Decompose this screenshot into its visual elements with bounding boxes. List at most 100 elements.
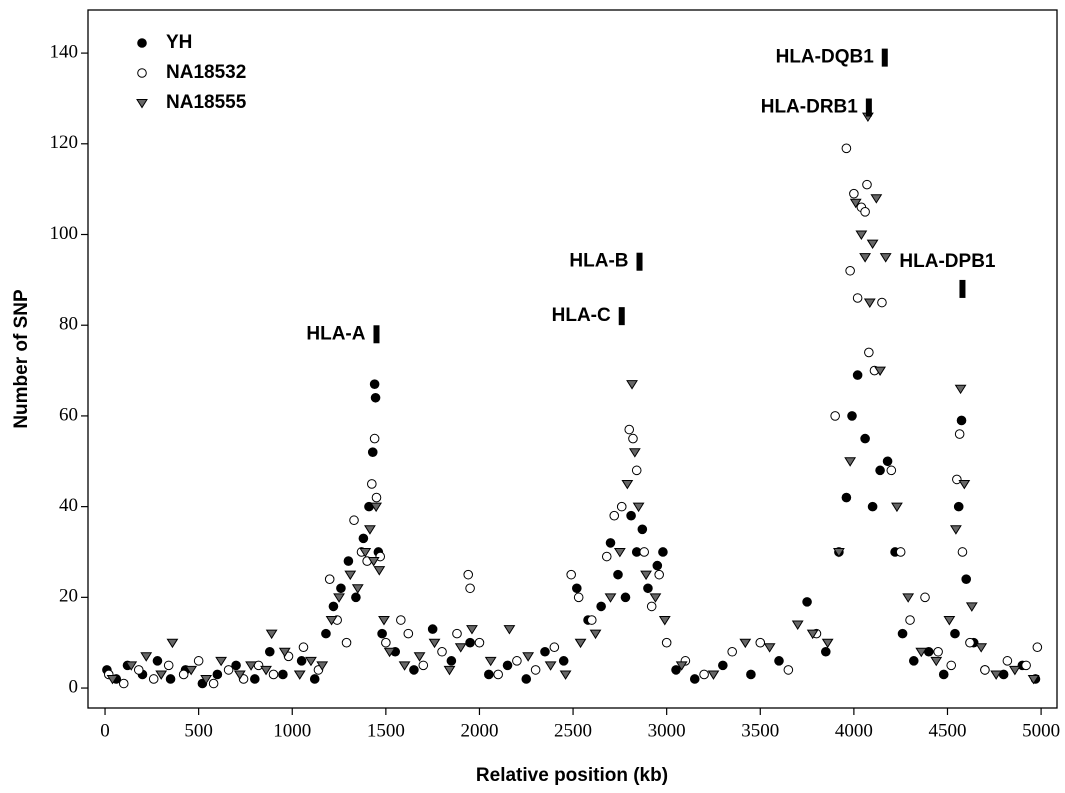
- point: [643, 583, 653, 594]
- point: [658, 547, 668, 557]
- point: [140, 652, 153, 662]
- gene-marker: [373, 325, 380, 344]
- gene-marker: [618, 307, 625, 326]
- point: [975, 643, 988, 653]
- point: [849, 188, 859, 199]
- point: [309, 674, 320, 684]
- point: [905, 615, 915, 625]
- gene-marker: [865, 98, 872, 117]
- point: [855, 230, 868, 240]
- point: [502, 660, 513, 671]
- y-tick-label: 80: [59, 314, 78, 335]
- x-tick-label: 0: [100, 720, 110, 741]
- point: [343, 556, 354, 566]
- point: [215, 656, 228, 667]
- x-tick-label: 3500: [741, 720, 779, 741]
- point: [344, 570, 357, 581]
- point: [946, 660, 957, 671]
- y-tick-label: 60: [59, 404, 78, 425]
- x-tick-label: 4000: [835, 720, 873, 741]
- point: [791, 620, 804, 630]
- plot-frame: [87, 9, 1058, 709]
- point: [746, 669, 756, 680]
- legend-label: YH: [166, 32, 192, 53]
- point: [675, 661, 688, 671]
- point: [902, 593, 915, 603]
- point: [821, 638, 834, 649]
- point: [915, 647, 928, 658]
- gene-marker: [636, 252, 643, 271]
- point: [316, 661, 329, 671]
- point: [631, 465, 642, 476]
- point: [351, 584, 364, 594]
- point: [830, 411, 840, 421]
- point: [427, 624, 438, 634]
- point: [930, 656, 943, 667]
- point: [264, 646, 275, 657]
- point: [293, 670, 306, 680]
- point: [403, 628, 414, 639]
- point: [358, 533, 369, 544]
- point: [954, 384, 967, 395]
- point: [875, 465, 885, 476]
- x-tick-label: 5000: [1022, 720, 1060, 741]
- point: [398, 661, 411, 671]
- point: [558, 656, 569, 666]
- point: [208, 678, 219, 689]
- point: [341, 637, 352, 648]
- point: [1032, 642, 1043, 653]
- point: [250, 674, 260, 684]
- point: [1021, 660, 1031, 671]
- point: [369, 433, 380, 444]
- point: [336, 583, 346, 594]
- point: [212, 669, 223, 680]
- point: [718, 660, 728, 671]
- point: [849, 198, 862, 209]
- point: [409, 665, 419, 675]
- point: [613, 547, 626, 558]
- point: [245, 661, 257, 671]
- point: [933, 646, 943, 657]
- point: [367, 557, 380, 567]
- point: [549, 642, 560, 653]
- point: [268, 669, 279, 680]
- point: [596, 601, 606, 612]
- point: [699, 669, 709, 680]
- point: [616, 501, 627, 512]
- point: [370, 392, 381, 403]
- point: [620, 592, 631, 603]
- point: [920, 592, 930, 603]
- point: [637, 524, 648, 535]
- point: [908, 656, 919, 666]
- point: [774, 656, 784, 666]
- point: [891, 502, 903, 513]
- point: [1002, 656, 1013, 666]
- point: [965, 602, 978, 612]
- point: [707, 670, 720, 680]
- point: [938, 669, 949, 680]
- point: [649, 593, 662, 603]
- point: [443, 665, 456, 676]
- point: [783, 665, 794, 675]
- point: [540, 646, 550, 657]
- gene-marker: [959, 279, 966, 298]
- point: [628, 433, 638, 444]
- point: [106, 674, 119, 685]
- point: [148, 674, 159, 684]
- point: [860, 433, 870, 444]
- x-tick-label: 2000: [460, 720, 498, 741]
- point: [886, 465, 897, 476]
- point: [454, 643, 467, 653]
- point: [351, 592, 361, 603]
- point: [954, 429, 965, 439]
- y-tick-label: 120: [50, 132, 79, 153]
- point: [298, 642, 309, 653]
- point: [950, 525, 962, 535]
- legend-marker: [136, 99, 148, 109]
- point: [877, 297, 887, 308]
- point: [727, 646, 737, 657]
- point: [847, 411, 857, 421]
- point: [864, 347, 874, 358]
- point: [566, 569, 576, 580]
- point: [200, 674, 213, 685]
